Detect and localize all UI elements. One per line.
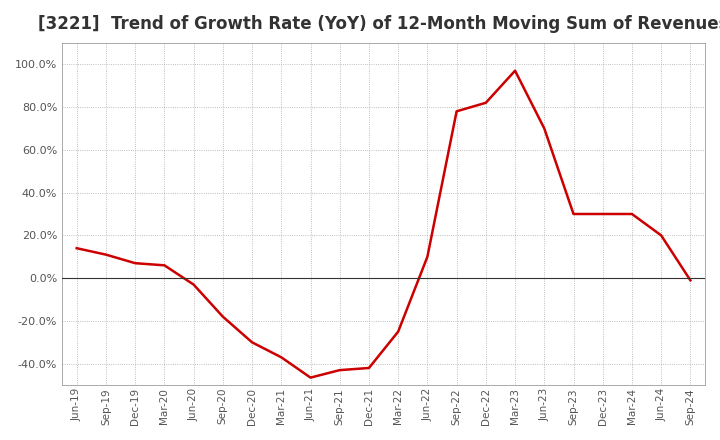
Title: [3221]  Trend of Growth Rate (YoY) of 12-Month Moving Sum of Revenues: [3221] Trend of Growth Rate (YoY) of 12-… bbox=[38, 15, 720, 33]
